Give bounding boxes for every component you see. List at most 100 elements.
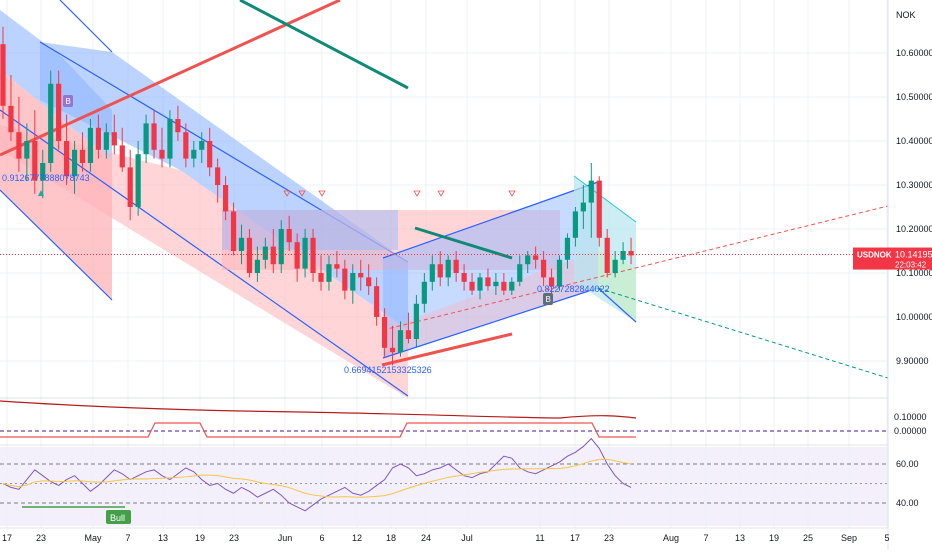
candle-body[interactable] bbox=[254, 259, 260, 273]
candle-body[interactable] bbox=[469, 281, 475, 291]
candle-body[interactable] bbox=[286, 229, 292, 243]
candle-body[interactable] bbox=[143, 123, 149, 155]
candle-body[interactable] bbox=[453, 259, 459, 273]
channel-line-left-upper bbox=[59, 0, 113, 53]
candle-body[interactable] bbox=[397, 330, 404, 353]
candle-body[interactable] bbox=[405, 330, 412, 339]
candle-body[interactable] bbox=[48, 83, 54, 163]
candle-body[interactable] bbox=[485, 277, 491, 287]
channel-line-end-upper bbox=[573, 175, 637, 223]
candle-body[interactable] bbox=[517, 264, 523, 282]
candle-body[interactable] bbox=[191, 149, 197, 159]
bull-badge bbox=[106, 510, 131, 524]
indicator-1-tick: 0.10000 bbox=[894, 412, 927, 422]
candle-body[interactable] bbox=[215, 167, 221, 185]
candle-body[interactable] bbox=[24, 141, 30, 159]
candle-body[interactable] bbox=[230, 211, 237, 251]
candle-body[interactable] bbox=[207, 141, 213, 168]
candle-body[interactable] bbox=[310, 237, 316, 273]
candle-body[interactable] bbox=[127, 167, 133, 207]
candle-body[interactable] bbox=[389, 347, 396, 353]
candle-body[interactable] bbox=[0, 44, 6, 106]
candle-body[interactable] bbox=[533, 255, 539, 260]
candle-body[interactable] bbox=[374, 286, 380, 317]
candle-body[interactable] bbox=[572, 211, 578, 238]
candle-body[interactable] bbox=[445, 259, 451, 278]
candle-body[interactable] bbox=[525, 255, 531, 265]
rsi-panel: Bull bbox=[0, 437, 888, 524]
candle-body[interactable] bbox=[461, 273, 467, 282]
candle-body[interactable] bbox=[326, 264, 332, 282]
candle-body[interactable] bbox=[199, 141, 205, 150]
candle-body[interactable] bbox=[103, 132, 109, 150]
last-price-value: 10.14195 bbox=[895, 250, 932, 260]
candle-body[interactable] bbox=[541, 259, 547, 278]
candle-body[interactable] bbox=[564, 237, 571, 260]
time-tick: 23 bbox=[229, 533, 239, 543]
candle-body[interactable] bbox=[32, 141, 38, 181]
trendline-teal-top bbox=[239, 0, 409, 90]
price-tick: 10.50000 bbox=[896, 92, 932, 102]
candle-body[interactable] bbox=[175, 119, 181, 133]
candle-body[interactable] bbox=[612, 259, 618, 273]
candle-body[interactable] bbox=[548, 277, 555, 287]
candle-body[interactable] bbox=[334, 264, 340, 269]
time-tick: 23 bbox=[36, 533, 46, 543]
candle-body[interactable] bbox=[40, 163, 46, 181]
rsi-panel-bg bbox=[0, 447, 888, 526]
candle-body[interactable] bbox=[350, 273, 356, 291]
indicator-1-line bbox=[0, 400, 637, 419]
candle-body[interactable] bbox=[159, 149, 165, 159]
candle-body[interactable] bbox=[64, 141, 70, 177]
candle-body[interactable] bbox=[278, 229, 284, 265]
candle-body[interactable] bbox=[342, 268, 348, 291]
candle-body[interactable] bbox=[318, 273, 324, 282]
time-tick: 23 bbox=[604, 533, 614, 543]
candle-body[interactable] bbox=[119, 145, 125, 168]
candle-body[interactable] bbox=[270, 246, 276, 265]
candle-body[interactable] bbox=[294, 242, 300, 269]
candle-body[interactable] bbox=[588, 180, 594, 203]
candle-body[interactable] bbox=[16, 132, 22, 159]
candle-body[interactable] bbox=[580, 202, 586, 212]
candle-body[interactable] bbox=[437, 264, 443, 278]
candle-body[interactable] bbox=[151, 123, 157, 150]
candle-body[interactable] bbox=[8, 105, 14, 133]
candle-body[interactable] bbox=[620, 251, 626, 260]
candle-body[interactable] bbox=[421, 281, 427, 304]
candle-body[interactable] bbox=[302, 237, 308, 269]
candle-body[interactable] bbox=[477, 277, 483, 291]
candle-body[interactable] bbox=[501, 281, 507, 291]
candle-body[interactable] bbox=[238, 237, 245, 251]
candle-body[interactable] bbox=[413, 303, 419, 339]
time-tick: Sep bbox=[841, 533, 857, 543]
candle-body[interactable] bbox=[493, 281, 499, 287]
candle-body[interactable] bbox=[167, 119, 173, 159]
candle-body[interactable] bbox=[358, 273, 364, 278]
channel-line-left-lower bbox=[0, 189, 113, 301]
candle-body[interactable] bbox=[71, 149, 78, 177]
time-tick: 17 bbox=[570, 533, 580, 543]
candle-body[interactable] bbox=[366, 277, 372, 287]
candle-body[interactable] bbox=[87, 127, 94, 163]
candle-body[interactable] bbox=[95, 127, 101, 150]
candle-body[interactable] bbox=[56, 83, 62, 141]
candle-body[interactable] bbox=[382, 317, 388, 348]
candles bbox=[0, 26, 634, 366]
candle-body[interactable] bbox=[183, 132, 189, 159]
candle-body[interactable] bbox=[628, 251, 634, 256]
candle-body[interactable] bbox=[223, 185, 229, 212]
candle-body[interactable] bbox=[556, 259, 563, 287]
candle-body[interactable] bbox=[246, 237, 253, 273]
candle-body[interactable] bbox=[135, 154, 141, 207]
candle-body[interactable] bbox=[596, 180, 602, 238]
candle-body[interactable] bbox=[262, 246, 268, 260]
candle-body[interactable] bbox=[111, 132, 117, 146]
candle-body[interactable] bbox=[509, 281, 515, 291]
candle-body[interactable] bbox=[604, 237, 610, 273]
time-axis: 17 23 May 7 13 19 23 Jun 6 12 18 24 Jul 11 17 23 Aug 7 13 1… bbox=[0, 527, 890, 543]
candle-body[interactable] bbox=[429, 264, 435, 282]
candle-body[interactable] bbox=[79, 149, 86, 163]
